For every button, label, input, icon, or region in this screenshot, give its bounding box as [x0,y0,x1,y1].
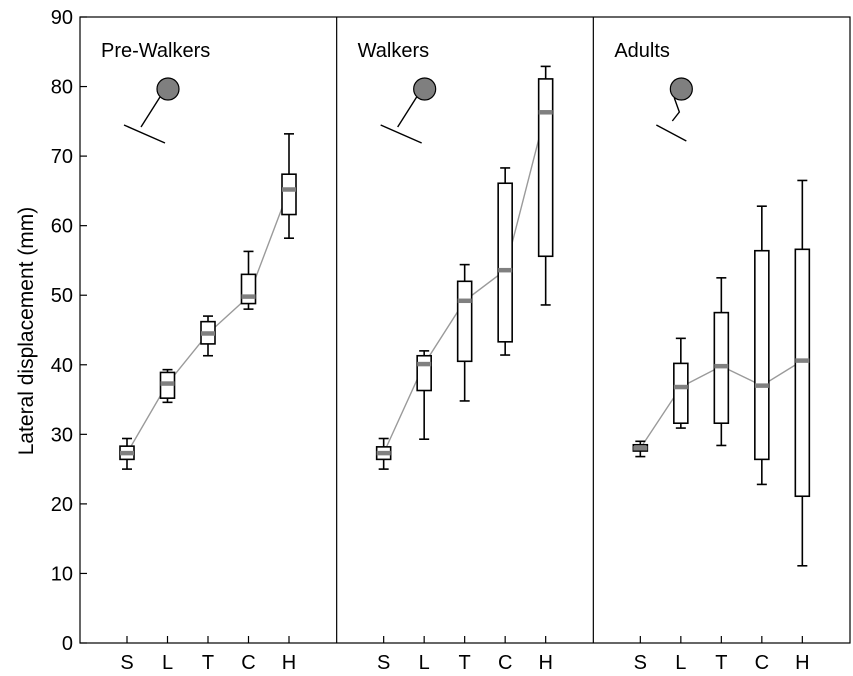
x-tick-label: T [459,652,471,674]
iqr-box [281,173,297,216]
iqr-box [754,249,770,461]
infant-pose-icon [380,77,437,144]
y-axis-title: Lateral displacement (mm) [15,207,38,456]
box-T [713,277,730,447]
x-tick-label: T [715,652,727,674]
y-tick-label: 0 [62,633,73,655]
y-tick-label: 80 [51,77,73,99]
x-tick-label: L [162,652,173,674]
x-tick-label: S [634,652,647,674]
box-H [794,179,811,567]
icon-body [140,96,161,128]
panel-title: Adults [614,40,670,62]
y-tick-label: 90 [51,7,73,29]
box-S [632,440,649,458]
box-S [119,437,135,470]
x-tick-label: H [795,652,809,674]
x-tick-label: C [241,652,255,674]
x-tick-label: S [377,652,390,674]
box-S [375,437,392,470]
icon-head [156,77,180,101]
icon-body [397,96,418,128]
panel-walkers: Walkers S L T C H [336,17,554,674]
box-C [240,250,257,310]
y-tick-label: 40 [51,355,73,377]
y-tick-label: 60 [51,216,73,238]
x-tick-label: L [419,652,430,674]
box-T [200,315,216,357]
iqr-box [240,273,257,305]
x-tick-label: C [498,652,512,674]
icon-support [380,124,422,144]
box-L [159,368,176,404]
y-tick-label: 50 [51,285,73,307]
x-tick-label: L [675,652,686,674]
icon-support [656,124,687,142]
box-C [754,205,770,486]
icon-support [123,124,166,144]
box-H [281,133,297,239]
y-tick-label: 70 [51,146,73,168]
box-H [537,65,554,306]
x-tick-label: H [282,652,296,674]
panel-title: Walkers [358,40,429,62]
panel-pre-walkers: Pre-Walkers S L T C H [101,40,297,674]
box-L [673,337,689,429]
iqr-box [673,362,689,425]
x-tick-label: S [120,652,133,674]
x-tick-label: C [755,652,769,674]
panel-title: Pre-Walkers [101,40,210,62]
infant-pose-icon [123,77,180,144]
adult-pose-icon [656,77,693,142]
box-C [497,167,513,356]
iqr-box [456,280,473,363]
box-T [456,263,473,402]
y-tick-label: 20 [51,494,73,516]
panel-adults: Adults S L T C H [592,17,811,674]
iqr-box [497,182,513,343]
box-L [416,350,432,441]
iqr-box [416,354,432,392]
iqr-box [794,248,811,498]
icon-body [671,97,681,122]
x-tick-label: H [538,652,552,674]
icon-head [669,77,693,101]
iqr-box [537,78,554,258]
y-tick-label: 30 [51,424,73,446]
x-tick-label: T [202,652,214,674]
y-tick-label: 10 [51,563,73,585]
icon-head [413,77,437,101]
